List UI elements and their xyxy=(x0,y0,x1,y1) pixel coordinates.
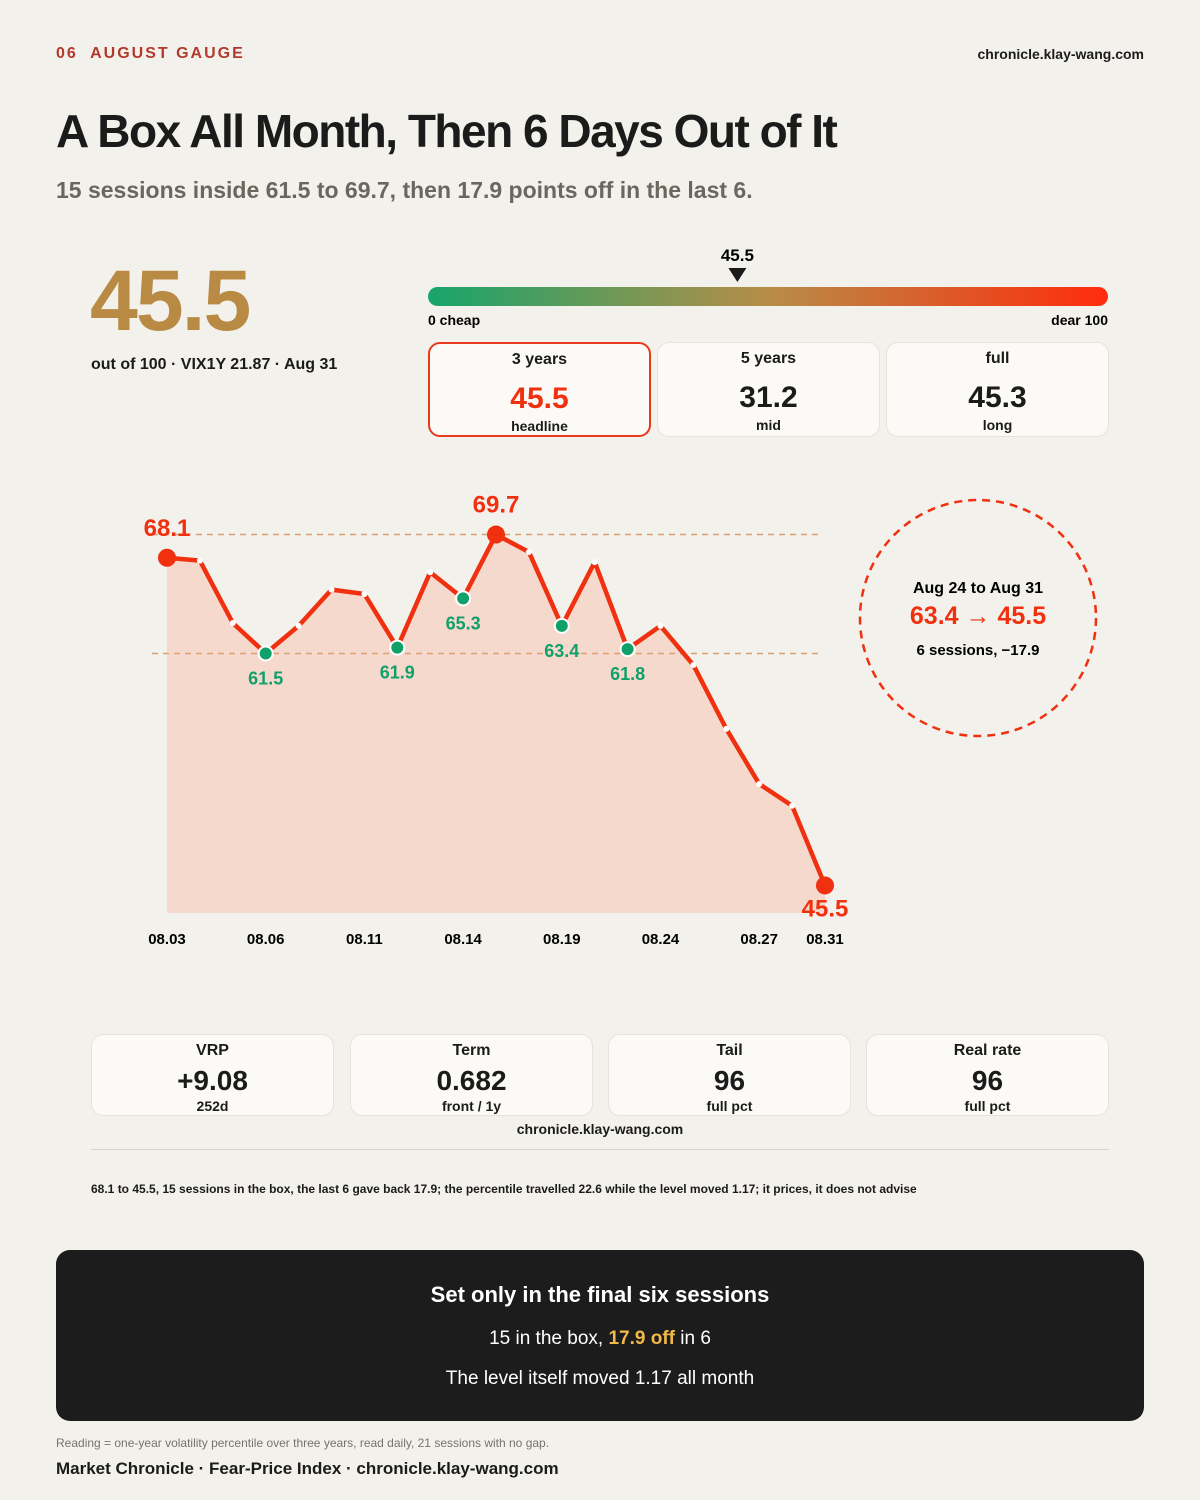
point xyxy=(756,780,763,787)
panel: Set only in the final six sessions 15 in… xyxy=(56,1250,1144,1421)
tab: 5 years 31.2 mid xyxy=(657,342,880,437)
gauge-pointer xyxy=(728,268,747,282)
hero-value: 45.5 xyxy=(90,253,251,349)
low-label: 61.8 xyxy=(610,664,645,684)
low-label: 61.5 xyxy=(248,668,283,688)
low-label: 65.3 xyxy=(446,613,481,633)
tab-note: mid xyxy=(756,417,781,433)
tab-value: 31.2 xyxy=(739,381,798,414)
highlight-label: 45.5 xyxy=(802,895,849,922)
divider xyxy=(91,1149,1109,1150)
low-label: 63.4 xyxy=(544,641,579,661)
metric-card: Tail 96 full pct xyxy=(608,1034,851,1116)
metric-label: Tail xyxy=(716,1042,743,1059)
panel-line: 15 in the box, 17.9 off in 6 xyxy=(56,1328,1144,1350)
highlight-label: 69.7 xyxy=(473,492,520,519)
x-tick-label: 08.27 xyxy=(740,931,778,948)
subtitle: 15 sessions inside 61.5 to 69.7, then 17… xyxy=(56,177,753,203)
metric-card: Term 0.682 front / 1y xyxy=(350,1034,593,1116)
x-tick-label: 08.24 xyxy=(642,931,680,948)
metric-label: Real rate xyxy=(953,1042,1022,1059)
credit: Market Chronicle · Fear-Price Index · ch… xyxy=(56,1459,559,1478)
x-tick-label: 08.31 xyxy=(806,931,844,948)
point xyxy=(690,662,697,669)
gauge: 0 cheap dear 100 45.5 xyxy=(428,246,1108,328)
hero-caption: out of 100 · VIX1Y 21.87 · Aug 31 xyxy=(91,356,338,373)
x-tick-label: 08.19 xyxy=(543,931,581,948)
metric-note: 252d xyxy=(196,1098,229,1114)
gauge-tick-label: 0 cheap xyxy=(428,312,480,328)
callout-circle xyxy=(858,498,1098,738)
tab-note: long xyxy=(982,417,1013,433)
point xyxy=(196,557,203,564)
callout-title: Aug 24 to Aug 31 xyxy=(913,580,1043,597)
method-note: Reading = one-year volatility percentile… xyxy=(56,1436,550,1450)
metric-note: front / 1y xyxy=(441,1098,502,1114)
panel-title: Set only in the final six sessions xyxy=(430,1282,770,1307)
point xyxy=(427,569,434,576)
tab-note: headline xyxy=(511,418,568,434)
line-chart: 68.1 08.03 61.5 08.06 08.11 61.9 65.3 08.14 69.7… xyxy=(144,492,1098,948)
metric-note: full pct xyxy=(706,1098,753,1114)
tab-label: 3 years xyxy=(511,351,568,368)
note: 68.1 to 45.5, 15 sessions in the box, th… xyxy=(91,1182,917,1196)
x-tick-label: 08.11 xyxy=(346,931,383,948)
kicker: 06 AUGUST GAUGE xyxy=(56,45,245,63)
metric-value: 96 xyxy=(713,1065,746,1096)
point xyxy=(525,548,532,555)
metric-note: full pct xyxy=(964,1098,1011,1114)
tab: 3 years 45.5 headline xyxy=(428,342,651,437)
area xyxy=(167,534,825,913)
point xyxy=(229,620,236,626)
highlight-point xyxy=(487,525,505,544)
low-point xyxy=(257,645,274,662)
callout-note: 6 sessions, −17.9 xyxy=(916,642,1039,659)
metric-label: Term xyxy=(452,1042,491,1059)
gauge-bar xyxy=(428,287,1108,306)
gauge-pointer-label: 45.5 xyxy=(721,246,754,265)
x-tick-label: 08.03 xyxy=(148,931,186,948)
panel-highlight: 17.9 off xyxy=(608,1328,675,1349)
point xyxy=(789,802,796,809)
highlight-point xyxy=(816,876,834,895)
issue-number: 06 xyxy=(56,45,78,62)
low-point xyxy=(389,639,406,656)
highlight-point xyxy=(158,548,176,567)
panel-text: in 6 xyxy=(674,1328,711,1349)
metric-card: Real rate 96 full pct xyxy=(866,1034,1109,1116)
gauge-tick-label: dear 100 xyxy=(1051,312,1108,328)
metric-card: VRP +9.08 252d xyxy=(91,1034,334,1116)
point xyxy=(723,725,730,732)
low-point xyxy=(455,590,472,607)
x-tick-label: 08.14 xyxy=(444,931,482,948)
point xyxy=(361,591,368,597)
metric-value: +9.08 xyxy=(177,1065,248,1096)
x-tick-label: 08.06 xyxy=(247,931,285,948)
panel-text: 15 in the box, xyxy=(489,1328,609,1349)
metric-value: 96 xyxy=(971,1065,1004,1096)
low-point xyxy=(553,617,570,634)
tab-value: 45.3 xyxy=(968,381,1027,414)
metrics-site: chronicle.klay-wang.com xyxy=(516,1121,684,1137)
highlight-label: 68.1 xyxy=(144,515,191,542)
title: A Box All Month, Then 6 Days Out of It xyxy=(56,105,838,157)
tab-value: 45.5 xyxy=(510,382,569,415)
tab: full 45.3 long xyxy=(886,342,1109,437)
low-label: 61.9 xyxy=(380,663,415,683)
metric-label: VRP xyxy=(196,1042,229,1059)
callout-value: 63.4 → 45.5 xyxy=(910,602,1046,630)
point xyxy=(591,559,598,566)
point xyxy=(328,586,335,593)
point xyxy=(295,622,302,629)
point xyxy=(657,622,664,629)
kicker-text: AUGUST GAUGE xyxy=(90,45,245,62)
panel-line: The level itself moved 1.17 all month xyxy=(445,1368,755,1389)
site: chronicle.klay-wang.com xyxy=(977,46,1145,62)
low-point xyxy=(619,641,636,658)
tab-label: 5 years xyxy=(740,350,797,367)
metric-value: 0.682 xyxy=(436,1065,507,1096)
tab-label: full xyxy=(985,350,1010,367)
